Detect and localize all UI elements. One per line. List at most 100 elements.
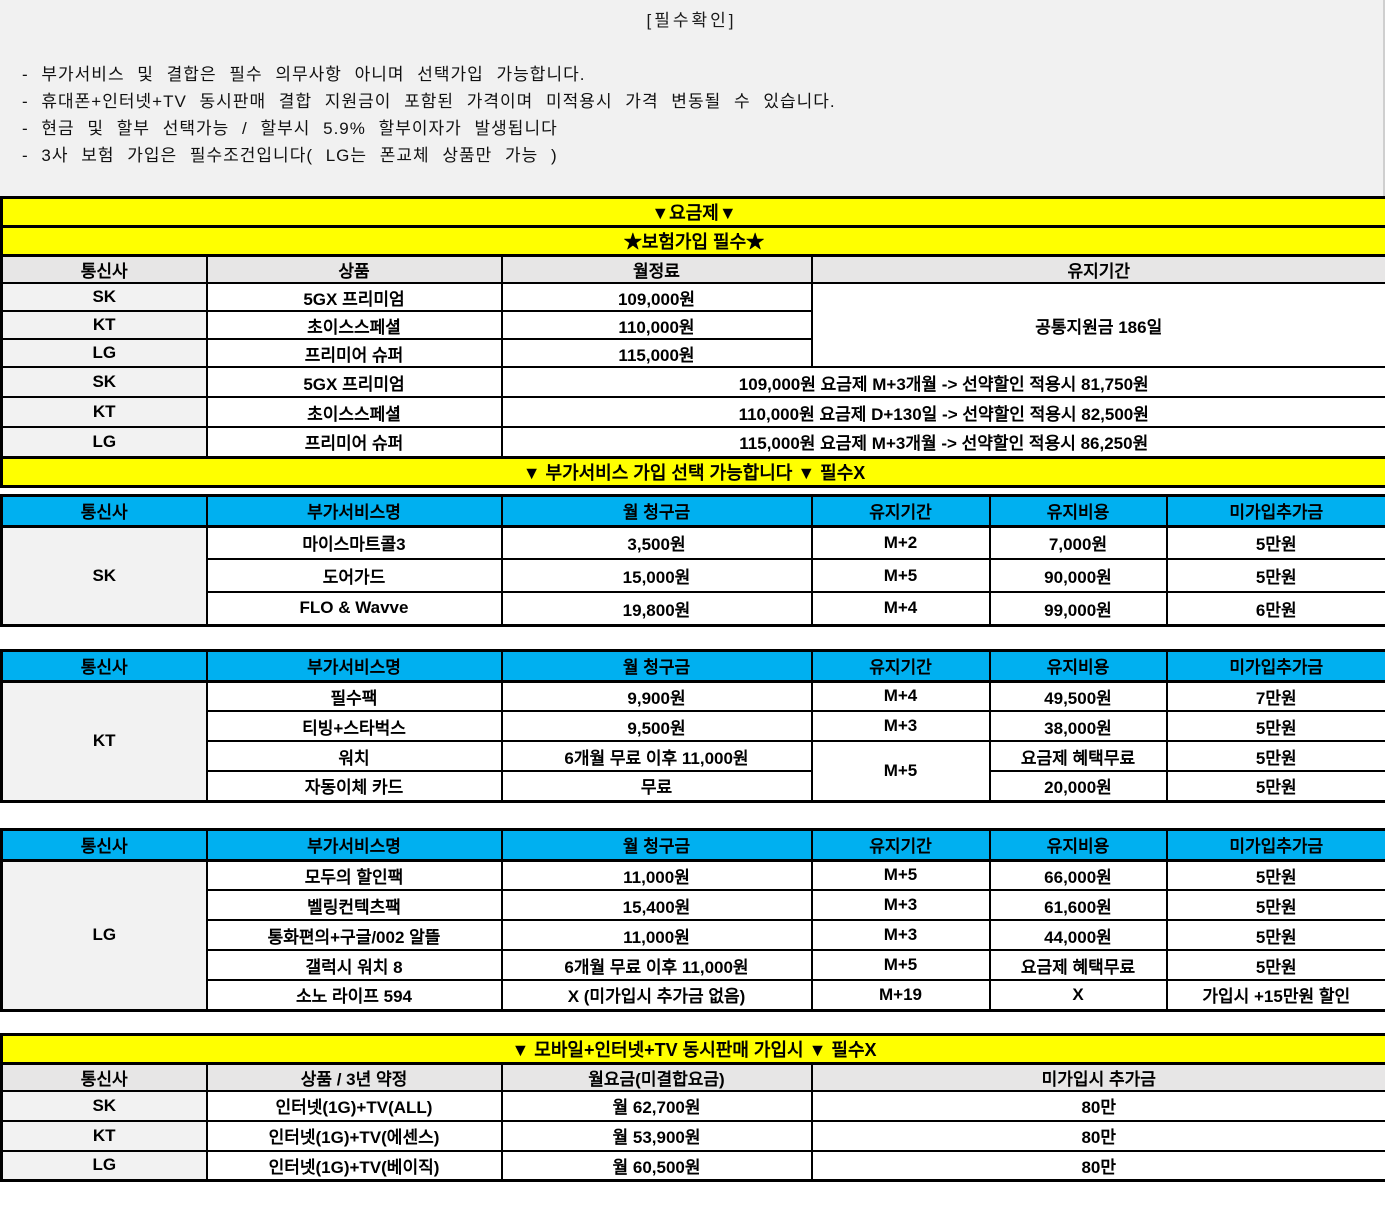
charge-cell: 3,500원 [500, 525, 813, 560]
period-cell: M+3 [810, 710, 991, 742]
table-row: LG 모두의 할인팩 11,000원 M+5 66,000원 5만원 [0, 859, 1385, 1011]
addon-header-row: 통신사 부가서비스명 월 청구금 유지기간 유지비용 미가입추가금 [0, 649, 1385, 683]
carrier-cell: SK [0, 282, 208, 312]
service-cell: FLO & Wavve [205, 591, 503, 626]
fee-cell: 110,000원 [500, 310, 813, 340]
carrier-cell: LG [0, 338, 208, 368]
col-header-monthly-charge: 월 청구금 [500, 649, 813, 683]
col-header-carrier: 통신사 [0, 828, 208, 862]
page-title: [필수확인] [646, 11, 737, 30]
product-cell: 5GX 프리미엄 [205, 366, 503, 398]
bundle-table: ▼ 모바일+인터넷+TV 동시판매 가입시 ▼ 필수X 통신사 상품 / 3년 … [0, 1032, 1385, 1182]
period-cell: M+3 [810, 889, 991, 921]
table-row: SK 인터넷(1G)+TV(ALL) 월 62,700원 80만 [0, 1089, 1385, 1122]
carrier-cell: KT [0, 396, 208, 428]
retention-note-cell: 공통지원금 186일 [810, 282, 1385, 368]
note-line: - 3사 보험 가입은 필수조건입니다( LG는 폰교체 상품만 가능 ) [22, 146, 558, 165]
carrier-cell: SK [0, 366, 208, 398]
table-row: 통화편의+구글/002 알뜰 11,000원 M+3 44,000원 5만원 [2, 919, 1385, 951]
fee-cell: 월 60,500원 [500, 1149, 813, 1182]
carrier-cell: KT [0, 1119, 208, 1152]
penalty-cell: 5만원 [1165, 919, 1385, 951]
product-cell: 초이스스페셜 [205, 396, 503, 428]
charge-cell: 15,400원 [500, 889, 813, 921]
period-cell: M+2 [810, 525, 991, 560]
insurance-banner: ★보험가입 필수★ [0, 225, 1385, 257]
penalty-cell: 7만원 [1165, 680, 1385, 712]
col-header-carrier: 통신사 [0, 494, 208, 528]
penalty-cell: 5만원 [1165, 770, 1385, 802]
note-line: - 현금 및 할부 선택가능 / 할부시 5.9% 할부이자가 발생됩니다 [22, 119, 558, 138]
col-header-period: 유지기간 [810, 494, 991, 528]
penalty-cell: 5만원 [1165, 710, 1385, 742]
spacer [0, 1012, 1385, 1033]
product-cell: 인터넷(1G)+TV(베이직) [205, 1149, 503, 1182]
charge-cell: 11,000원 [500, 919, 813, 951]
service-cell: 통화편의+구글/002 알뜰 [205, 919, 503, 951]
charge-cell: 11,000원 [500, 859, 813, 891]
cost-cell: 38,000원 [988, 710, 1168, 742]
carrier-cell: KT [0, 680, 208, 802]
col-header-product: 상품 [205, 254, 503, 284]
addon-banner: ▼ 부가서비스 가입 선택 가능합니다 ▼ 필수X [0, 455, 1385, 488]
table-row: LG 인터넷(1G)+TV(베이직) 월 60,500원 80만 [0, 1149, 1385, 1182]
addon-table-sk: 통신사 부가서비스명 월 청구금 유지기간 유지비용 미가입추가금 SK 마이스… [0, 493, 1385, 627]
service-cell: 티빙+스타벅스 [205, 710, 503, 742]
penalty-cell: 6만원 [1165, 591, 1385, 626]
period-cell: M+3 [810, 919, 991, 951]
cost-cell: 요금제 혜택무료 [988, 949, 1168, 981]
carrier-cell: LG [0, 859, 208, 1011]
penalty-cell: 5만원 [1165, 525, 1385, 560]
col-header-service: 부가서비스명 [205, 649, 503, 683]
carrier-cell: SK [0, 525, 208, 626]
table-row: SK 5GX 프리미엄 109,000원 요금제 M+3개월 -> 선약할인 적… [0, 366, 1385, 398]
fee-cell: 115,000원 [500, 338, 813, 368]
period-cell: M+5 [810, 558, 991, 593]
fee-cell: 109,000원 [500, 282, 813, 312]
product-cell: 프리미어 슈퍼 [205, 338, 503, 368]
period-cell: M+5 [810, 859, 991, 891]
cost-cell: 44,000원 [988, 919, 1168, 951]
col-header-carrier: 통신사 [0, 254, 208, 284]
cost-cell: 61,600원 [988, 889, 1168, 921]
discount-info-cell: 110,000원 요금제 D+130일 -> 선약할인 적용시 82,500원 [500, 396, 1385, 428]
col-header-service: 부가서비스명 [205, 828, 503, 862]
service-cell: 벨링컨텍츠팩 [205, 889, 503, 921]
table-row: 소노 라이프 594 X (미가입시 추가금 없음) M+19 X 가입시 +1… [2, 979, 1385, 1011]
col-header-penalty: 미가입추가금 [1165, 828, 1385, 862]
plan-banner-row: ▼요금제▼ [0, 196, 1385, 228]
col-header-carrier: 통신사 [0, 1062, 208, 1092]
cost-cell: 20,000원 [988, 770, 1168, 802]
table-row: KT 필수팩 9,900원 M+4 49,500원 7만원 [0, 680, 1385, 802]
product-cell: 인터넷(1G)+TV(에센스) [205, 1119, 503, 1152]
col-header-penalty: 미가입추가금 [1165, 649, 1385, 683]
service-cell: 모두의 할인팩 [205, 859, 503, 891]
charge-cell: 6개월 무료 이후 11,000원 [500, 740, 813, 772]
fee-cell: 월 53,900원 [500, 1119, 813, 1152]
period-cell: M+5 [810, 949, 991, 981]
bundle-banner-row: ▼ 모바일+인터넷+TV 동시판매 가입시 ▼ 필수X [0, 1032, 1385, 1065]
service-cell: 자동이체 카드 [205, 770, 503, 802]
cost-cell: 66,000원 [988, 859, 1168, 891]
charge-cell: 9,900원 [500, 680, 813, 712]
col-header-monthly-charge: 월 청구금 [500, 494, 813, 528]
table-row: KT 초이스스페셜 110,000원 요금제 D+130일 -> 선약할인 적용… [0, 396, 1385, 428]
carrier-cell: SK [0, 1089, 208, 1122]
col-header-product: 상품 / 3년 약정 [205, 1062, 503, 1092]
penalty-cell: 5만원 [1165, 949, 1385, 981]
penalty-cell: 80만 [810, 1149, 1385, 1182]
table-row: 자동이체 카드 무료 20,000원 5만원 [2, 770, 1385, 802]
table-row: 티빙+스타벅스 9,500원 M+3 38,000원 5만원 [2, 710, 1385, 742]
cost-cell: X [988, 979, 1168, 1011]
col-header-cost: 유지비용 [988, 828, 1168, 862]
table-row: 도어가드 15,000원 M+5 90,000원 5만원 [2, 558, 1385, 593]
col-header-carrier: 통신사 [0, 649, 208, 683]
table-row: KT 인터넷(1G)+TV(에센스) 월 53,900원 80만 [0, 1119, 1385, 1152]
discount-info-cell: 115,000원 요금제 M+3개월 -> 선약할인 적용시 86,250원 [500, 426, 1385, 458]
cost-cell: 49,500원 [988, 680, 1168, 712]
bundle-banner: ▼ 모바일+인터넷+TV 동시판매 가입시 ▼ 필수X [0, 1032, 1385, 1065]
cost-cell: 7,000원 [988, 525, 1168, 560]
spacer [0, 803, 1385, 828]
penalty-cell: 5만원 [1165, 740, 1385, 772]
col-header-period: 유지기간 [810, 649, 991, 683]
